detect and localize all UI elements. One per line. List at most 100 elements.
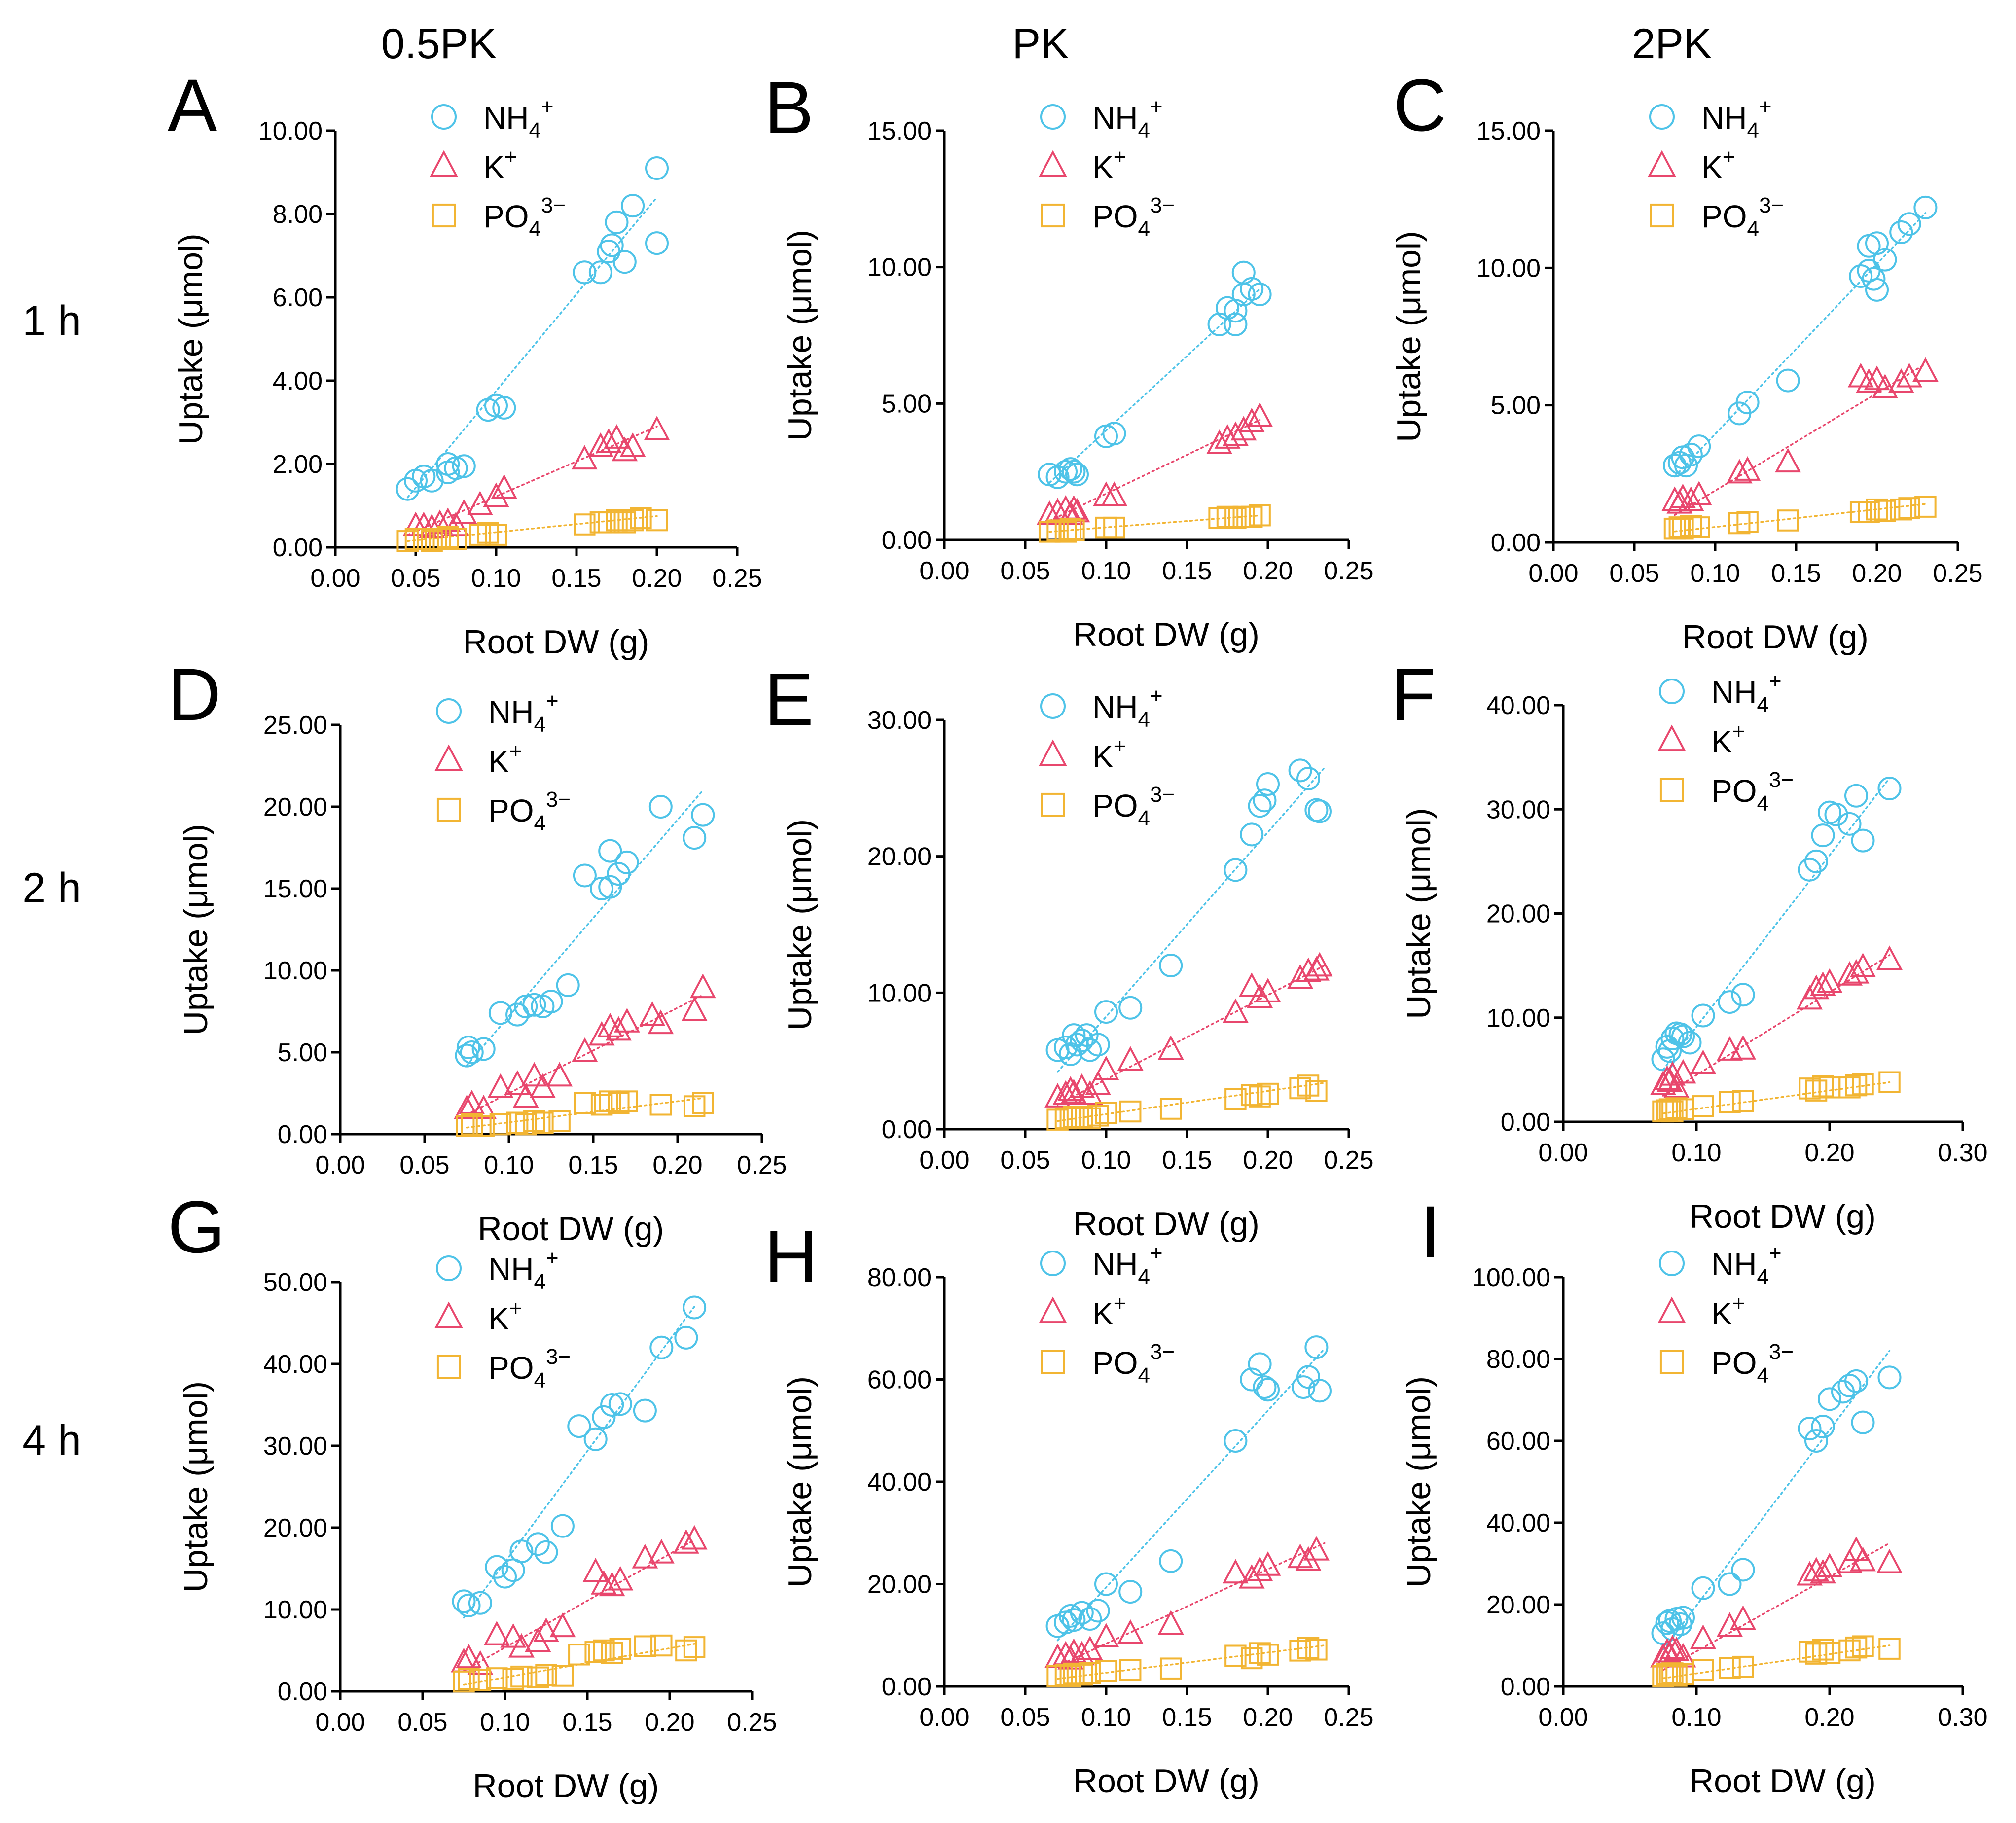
data-point-square xyxy=(1119,1659,1142,1681)
data-point-circle xyxy=(621,194,645,218)
panel-letter-I: I xyxy=(1420,1190,1441,1273)
data-point-triangle xyxy=(632,1543,658,1569)
x-tick-label: 0.15 xyxy=(562,1708,612,1737)
data-point-triangle xyxy=(1247,1556,1273,1581)
legend-label-k: K+ xyxy=(1711,719,1745,759)
data-point-square xyxy=(548,1110,571,1132)
data-point-triangle xyxy=(1247,983,1273,1008)
y-tick-label: 100.00 xyxy=(1472,1263,1550,1292)
y-tick-label: 20.00 xyxy=(263,1514,327,1542)
data-point-square xyxy=(1249,504,1271,527)
data-point-square xyxy=(609,1638,632,1660)
data-point-triangle xyxy=(607,1566,634,1591)
data-point-circle xyxy=(691,803,715,827)
data-point-circle xyxy=(1818,1387,1841,1411)
fit-line-triangle xyxy=(463,1539,695,1672)
legend-label-po4: PO43− xyxy=(488,787,571,835)
data-point-square xyxy=(413,528,435,550)
y-tick-label: 10.00 xyxy=(1476,254,1541,283)
legend-label-nh4: NH4+ xyxy=(488,689,559,737)
x-tick-label: 0.15 xyxy=(1162,557,1212,585)
data-point-circle xyxy=(526,1532,550,1556)
x-tick-label: 0.00 xyxy=(315,1708,365,1737)
data-point-circle xyxy=(598,839,622,863)
data-point-triangle xyxy=(1222,421,1249,446)
data-point-circle xyxy=(1288,758,1312,783)
x-tick-label: 0.10 xyxy=(1671,1703,1721,1732)
data-point-circle xyxy=(1671,1606,1695,1630)
data-point-square xyxy=(1257,1082,1279,1105)
data-point-square xyxy=(621,509,644,532)
data-point-circle xyxy=(457,1593,481,1617)
data-point-circle xyxy=(1231,283,1256,306)
data-point-square xyxy=(1736,511,1759,533)
data-point-circle xyxy=(1256,1378,1280,1402)
data-point-circle xyxy=(1224,858,1248,882)
x-tick-label: 0.20 xyxy=(1804,1139,1854,1167)
data-point-circle xyxy=(1658,1039,1682,1063)
data-point-circle xyxy=(1873,248,1897,272)
data-point-triangle xyxy=(1117,1046,1144,1071)
data-point-square xyxy=(634,1635,656,1657)
data-point-circle xyxy=(1663,454,1687,478)
data-point-triangle xyxy=(1856,368,1882,393)
data-point-circle xyxy=(683,1295,707,1320)
x-tick-label: 0.20 xyxy=(652,1151,702,1180)
data-point-square xyxy=(1046,1108,1069,1131)
data-point-triangle xyxy=(427,509,453,535)
data-point-square xyxy=(1665,1097,1688,1119)
data-point-circle xyxy=(1798,1417,1822,1441)
x-tick-label: 0.25 xyxy=(1324,557,1373,585)
data-point-triangle xyxy=(1670,1059,1696,1084)
data-point-triangle xyxy=(546,1062,573,1087)
x-tick-label: 0.10 xyxy=(1671,1139,1721,1167)
data-point-triangle xyxy=(500,1623,527,1648)
data-point-triangle xyxy=(1775,448,1801,473)
y-tick-label: 10.00 xyxy=(263,957,327,985)
data-point-square xyxy=(1878,1071,1901,1093)
data-point-square xyxy=(1216,505,1239,528)
data-point-square xyxy=(1878,1638,1901,1660)
x-tick-label: 0.00 xyxy=(1538,1703,1588,1732)
x-tick-label: 0.20 xyxy=(1852,559,1902,588)
legend-label-k: K+ xyxy=(1711,1291,1745,1331)
data-point-circle xyxy=(633,1398,657,1423)
legend-label-k: K+ xyxy=(1701,145,1735,185)
data-point-square xyxy=(1257,1644,1279,1666)
legend-label-k: K+ xyxy=(483,145,517,185)
data-point-square xyxy=(1063,1662,1085,1685)
data-point-circle xyxy=(1735,391,1760,415)
data-point-triangle xyxy=(1303,1536,1330,1561)
data-point-circle xyxy=(1307,799,1332,823)
y-axis-label: Uptake (μmol) xyxy=(781,230,819,441)
data-point-square xyxy=(593,1639,615,1662)
data-point-triangle xyxy=(571,445,598,470)
data-point-square xyxy=(421,530,443,552)
y-tick-label: 0.00 xyxy=(1491,529,1541,557)
legend-marker-triangle xyxy=(434,1301,463,1328)
data-point-square xyxy=(650,1634,673,1657)
y-tick-label: 40.00 xyxy=(1486,691,1550,720)
data-point-triangle xyxy=(582,1558,609,1582)
data-point-triangle xyxy=(1060,1078,1087,1104)
data-point-triangle xyxy=(1843,959,1870,984)
data-point-circle xyxy=(612,250,637,274)
y-tick-label: 0.00 xyxy=(278,1120,327,1149)
legend-marker-circle xyxy=(436,698,462,724)
legend: NH4+K+ PO43− xyxy=(434,1246,571,1393)
data-point-square xyxy=(527,1666,549,1689)
y-tick-label: 10.00 xyxy=(263,1596,327,1624)
x-tick-label: 0.20 xyxy=(1804,1703,1854,1732)
legend-marker-square xyxy=(436,1355,461,1379)
legend-marker-triangle xyxy=(1039,1296,1067,1323)
y-tick-label: 5.00 xyxy=(278,1038,327,1067)
y-tick-label: 0.00 xyxy=(1501,1108,1550,1137)
data-point-square xyxy=(630,507,652,530)
data-point-triangle xyxy=(1238,972,1265,997)
data-point-triangle xyxy=(1730,1035,1756,1060)
data-point-square xyxy=(1159,1098,1182,1120)
data-point-triangle xyxy=(1238,407,1265,432)
data-point-circle xyxy=(1798,858,1822,882)
data-point-circle xyxy=(452,454,476,478)
legend: NH4+K+ PO43− xyxy=(1039,1241,1175,1388)
